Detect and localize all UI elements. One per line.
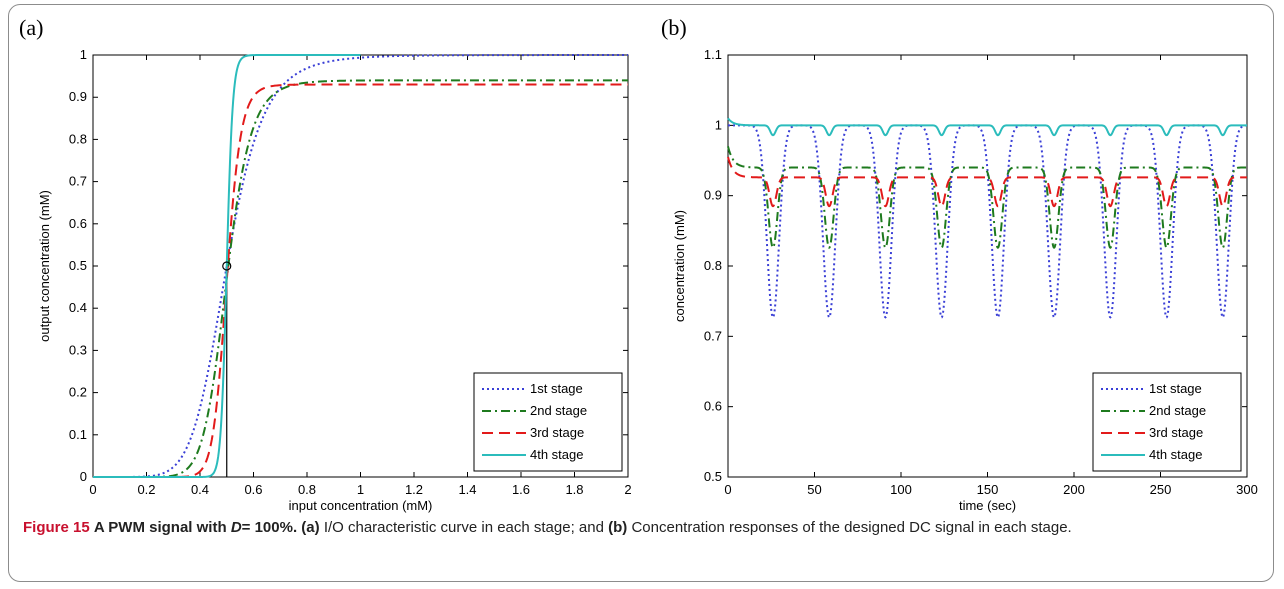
crossing-marker: [222, 261, 232, 271]
legend-label: 1st stage: [530, 381, 583, 396]
y-tick-label: 0.5: [69, 258, 87, 273]
panel-label-b: (b): [661, 15, 687, 40]
x-axis-label-b: time (sec): [959, 498, 1016, 513]
x-tick-label: 50: [807, 482, 821, 497]
y-tick-label: 1: [80, 47, 87, 62]
x-tick-label: 200: [1063, 482, 1085, 497]
y-tick-label: 0.4: [69, 300, 87, 315]
x-tick-label: 0: [724, 482, 731, 497]
caption-part-a: (a): [301, 519, 320, 536]
y-tick-label: 0.6: [69, 216, 87, 231]
x-tick-label: 1: [357, 482, 364, 497]
y-tick-label: 0.9: [704, 188, 722, 203]
y-tick-label: 0.6: [704, 399, 722, 414]
series-line-a: [93, 79, 628, 478]
panel-label-a: (a): [19, 15, 43, 40]
legend-label: 4th stage: [1149, 447, 1203, 462]
y-tick-label: 0.3: [69, 342, 87, 357]
x-axis-label-a: input concentration (mM): [289, 498, 433, 513]
caption-title-post: = 100%.: [241, 519, 298, 536]
x-tick-label: 300: [1236, 482, 1258, 497]
x-tick-label: 2: [624, 482, 631, 497]
chart-b: 0 50 100 150 200 250 300 0.5 0.6 0.7 0.8 0.9 1 1.1 tim…: [672, 47, 1258, 513]
series-line-a: [93, 54, 628, 478]
y-tick-label: 0.9: [69, 89, 87, 104]
chart-a: 0 0.2 0.4 0.6 0.8 1 1.2 1.4 1.6 1.8 2 0 0.1 0.2 0.3 0.4…: [37, 47, 632, 513]
series-line-b: [727, 156, 1247, 208]
figure-frame: (a) (b) 0 0.2 0.4 0.6 0.8 1 1.2 1.4 1.6 1.8 2 0 0.1 0…: [8, 4, 1274, 582]
series-line-b: [728, 124, 1248, 319]
x-tick-label: 0.8: [298, 482, 316, 497]
x-tick-label: 250: [1150, 482, 1172, 497]
series-line-a: [93, 54, 361, 478]
x-tick-label: 1.8: [565, 482, 583, 497]
y-tick-label: 0.5: [704, 469, 722, 484]
x-tick-label: 100: [890, 482, 912, 497]
caption-title-var: D: [230, 519, 242, 536]
x-tick-label: 1.6: [512, 482, 530, 497]
y-tick-label: 0.7: [69, 174, 87, 189]
x-tick-label: 0.6: [244, 482, 262, 497]
legend-label: 2nd stage: [1149, 403, 1206, 418]
legend-label: 3rd stage: [1149, 425, 1203, 440]
legend-label: 4th stage: [530, 447, 584, 462]
caption-figure-label: Figure 15: [23, 519, 90, 536]
y-tick-label: 0.7: [704, 328, 722, 343]
x-tick-label: 1.2: [405, 482, 423, 497]
caption-text-b: Concentration responses of the designed …: [631, 519, 1072, 536]
series-line-b: [727, 146, 1247, 249]
x-tick-label: 0.2: [137, 482, 155, 497]
legend-label: 2nd stage: [530, 403, 587, 418]
y-tick-label: 1.1: [704, 47, 722, 62]
x-tick-label: 150: [977, 482, 999, 497]
x-tick-label: 0: [89, 482, 96, 497]
series-line-b: [727, 117, 1247, 137]
y-tick-label: 0.8: [69, 131, 87, 146]
y-tick-label: 0.8: [704, 258, 722, 273]
y-tick-label: 1: [715, 117, 722, 132]
x-tick-label: 0.4: [191, 482, 209, 497]
caption-title-pre: A PWM signal with: [93, 519, 227, 536]
y-tick-label: 0.2: [69, 385, 87, 400]
y-axis-label-a: output concentration (mM): [37, 190, 52, 342]
legend-label: 3rd stage: [530, 425, 584, 440]
figure-caption: Figure 15 A PWM signal with D= 100%. (a)…: [23, 517, 1263, 539]
caption-text-a: I/O characteristic curve in each stage; …: [323, 519, 604, 536]
y-tick-label: 0.1: [69, 427, 87, 442]
caption-part-b: (b): [608, 519, 628, 536]
y-axis-label-b: concentration (mM): [672, 210, 687, 322]
x-tick-label: 1.4: [458, 482, 476, 497]
legend-label: 1st stage: [1149, 381, 1202, 396]
y-tick-label: 0: [80, 469, 87, 484]
figure-svg: (a) (b) 0 0.2 0.4 0.6 0.8 1 1.2 1.4 1.6 1.8 200.10…: [19, 15, 1258, 513]
